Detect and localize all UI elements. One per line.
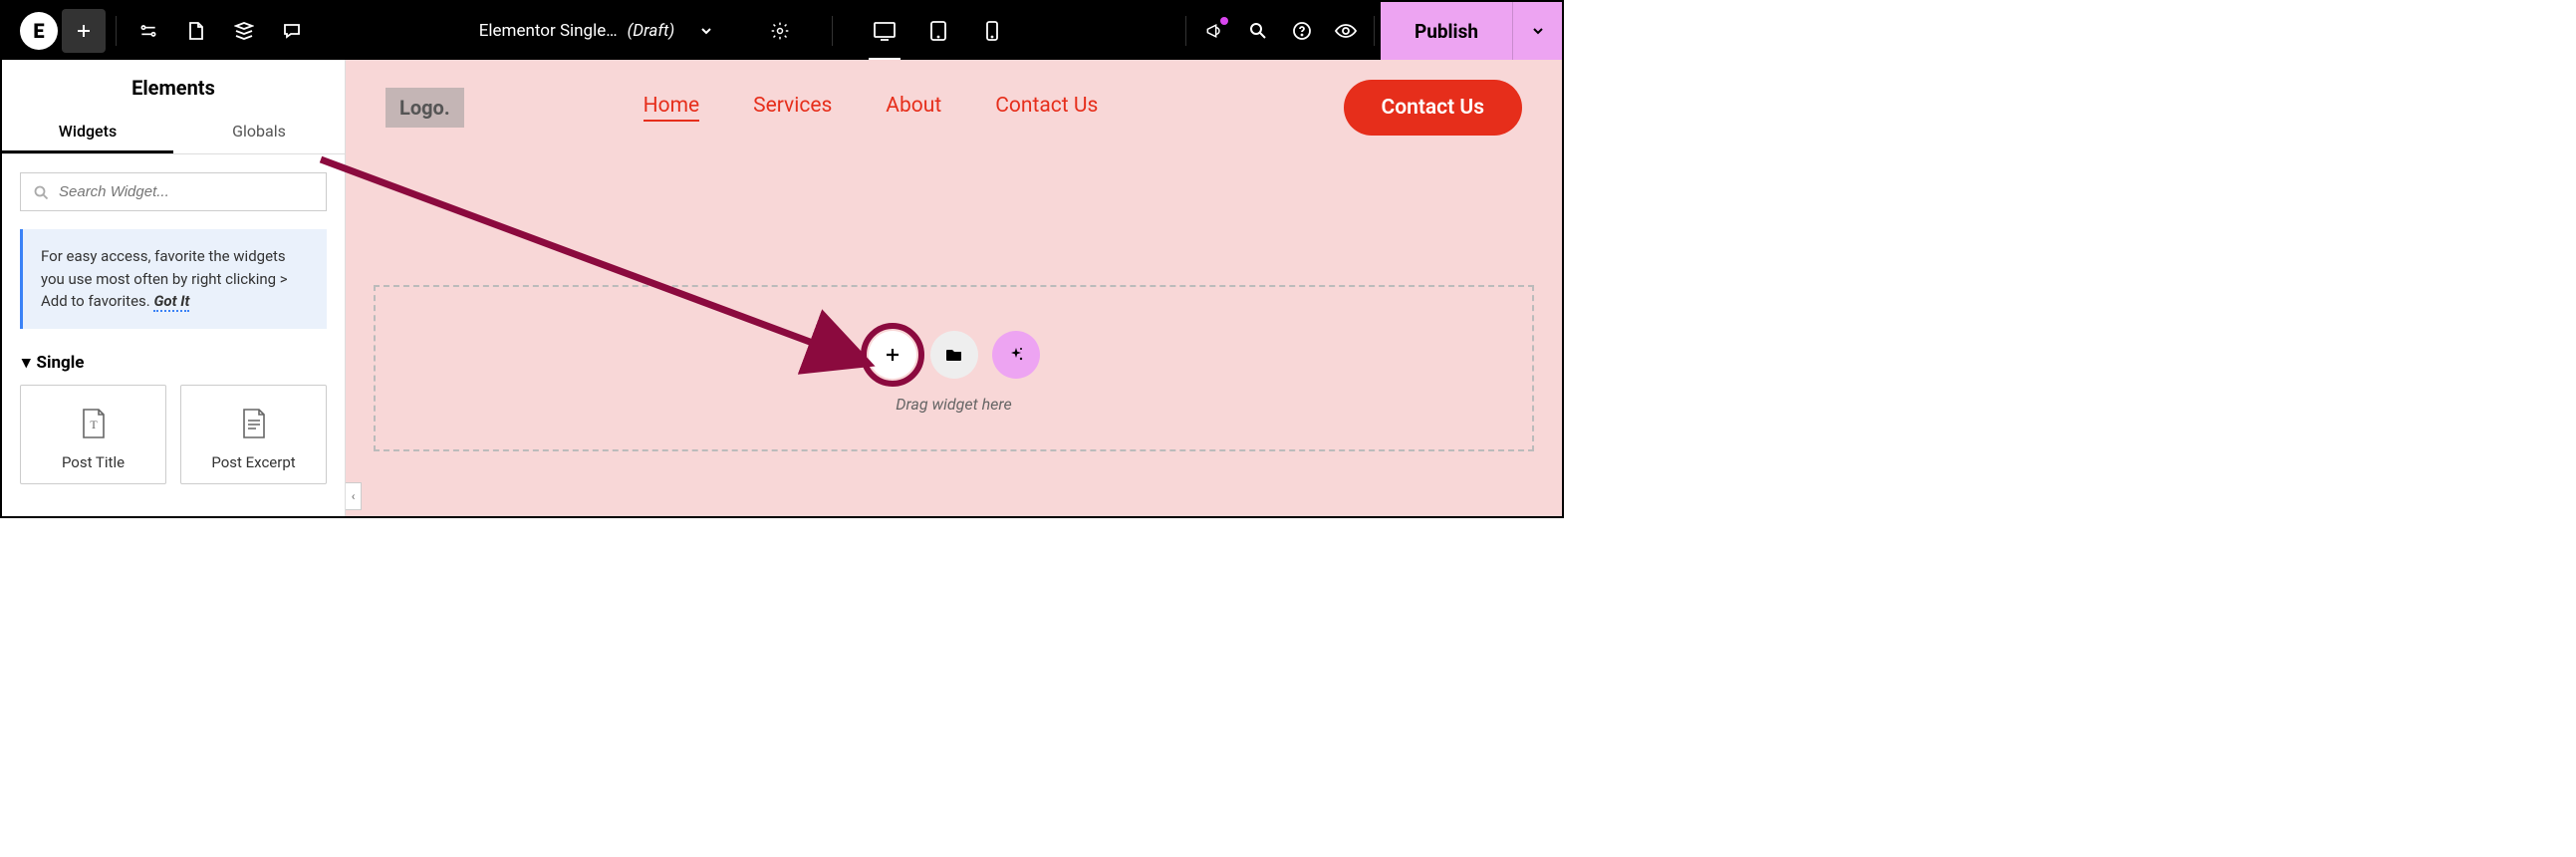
dropzone-actions [376, 331, 1532, 379]
topbar-center: Elementor Single… (Draft) [314, 9, 1179, 53]
search-icon [33, 184, 49, 200]
widget-post-title[interactable]: T Post Title [20, 385, 166, 484]
widget-label: Post Excerpt [189, 453, 318, 471]
widget-post-excerpt[interactable]: Post Excerpt [180, 385, 327, 484]
document-dropdown[interactable] [684, 9, 728, 53]
separator [832, 16, 833, 46]
document-status: (Draft) [628, 21, 675, 41]
finder-button[interactable] [1236, 9, 1280, 53]
widget-row: T Post Title Post Excerpt [2, 385, 345, 484]
nav-home[interactable]: Home [644, 94, 700, 122]
section-label: Single [37, 353, 85, 373]
help-button[interactable] [1280, 9, 1324, 53]
publish-label: Publish [1415, 20, 1478, 43]
tabs: Widgets Globals [2, 112, 345, 154]
publish-dropdown[interactable] [1512, 2, 1562, 60]
template-library-button[interactable] [930, 331, 978, 379]
post-title-icon: T [29, 404, 157, 443]
collapse-sidebar-button[interactable]: ‹ [346, 482, 362, 510]
widget-label: Post Title [29, 453, 157, 471]
folder-icon [945, 347, 963, 363]
favorite-tip: For easy access, favorite the widgets yo… [20, 229, 327, 329]
cta-button[interactable]: Contact Us [1344, 80, 1523, 136]
nav-contact[interactable]: Contact Us [995, 94, 1098, 122]
site-header: Logo. Home Services About Contact Us Con… [346, 60, 1562, 155]
topbar-right: Publish [1179, 2, 1562, 60]
dropzone-text: Drag widget here [376, 395, 1532, 414]
svg-text:T: T [90, 418, 98, 431]
nav-about[interactable]: About [886, 94, 941, 122]
canvas: Logo. Home Services About Contact Us Con… [346, 60, 1562, 516]
search-box[interactable] [20, 172, 327, 211]
tab-globals[interactable]: Globals [173, 112, 345, 153]
highlight-ring [861, 323, 924, 387]
tip-got-it[interactable]: Got It [153, 292, 189, 312]
search-wrap [2, 154, 345, 229]
publish-button[interactable]: Publish [1381, 2, 1512, 60]
structure-button[interactable] [222, 9, 266, 53]
whats-new-button[interactable] [1192, 9, 1236, 53]
site-nav: Home Services About Contact Us [644, 94, 1099, 122]
add-element-button[interactable] [62, 9, 106, 53]
separator [1374, 16, 1375, 46]
topbar: E Elementor Single… (Draft) Publish [2, 2, 1562, 60]
section-single[interactable]: ▾ Single [2, 347, 345, 385]
tablet-view-button[interactable] [916, 9, 960, 53]
sidebar: Elements Widgets Globals For easy access… [2, 60, 346, 516]
mobile-view-button[interactable] [970, 9, 1014, 53]
content: Elements Widgets Globals For easy access… [2, 60, 1562, 516]
post-excerpt-icon [189, 404, 318, 443]
nav-services[interactable]: Services [753, 94, 832, 122]
document-title[interactable]: Elementor Single… [479, 21, 618, 41]
separator [1185, 16, 1186, 46]
page-settings-button[interactable] [758, 9, 802, 53]
logo-glyph: E [33, 19, 44, 43]
document-button[interactable] [174, 9, 218, 53]
search-input[interactable] [59, 183, 314, 200]
dropzone[interactable]: Drag widget here [374, 285, 1534, 451]
notes-button[interactable] [270, 9, 314, 53]
site-settings-button[interactable] [127, 9, 170, 53]
ai-button[interactable] [992, 331, 1040, 379]
preview-button[interactable] [1324, 9, 1368, 53]
desktop-view-button[interactable] [863, 9, 906, 53]
device-switcher [863, 9, 1014, 53]
topbar-left: E [2, 9, 314, 53]
separator [116, 16, 117, 46]
site-logo[interactable]: Logo. [386, 88, 464, 128]
tab-widgets[interactable]: Widgets [2, 112, 173, 153]
add-section-button[interactable] [869, 331, 916, 379]
panel-title: Elements [2, 60, 345, 112]
caret-down-icon: ▾ [22, 353, 31, 373]
elementor-logo[interactable]: E [20, 12, 58, 50]
sparkle-icon [1007, 346, 1025, 364]
